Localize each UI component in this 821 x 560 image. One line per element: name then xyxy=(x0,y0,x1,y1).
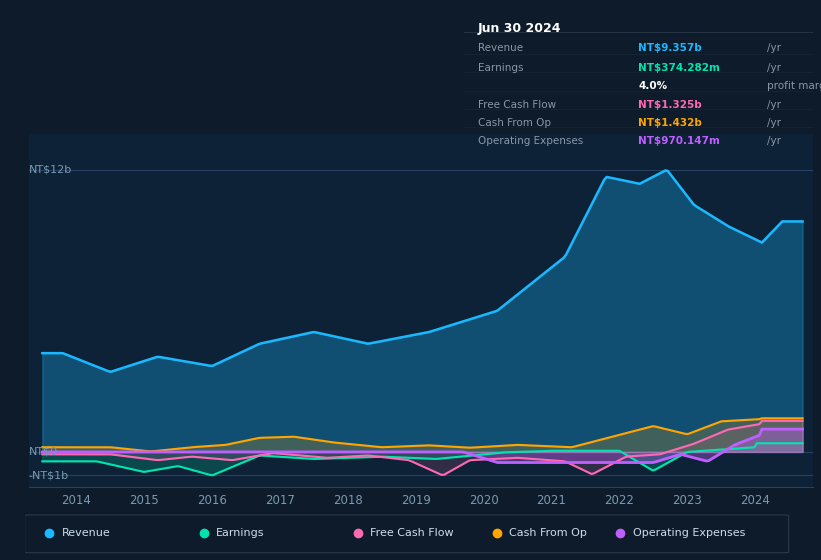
Text: /yr: /yr xyxy=(768,63,782,73)
Text: /yr: /yr xyxy=(768,136,782,146)
Text: Cash From Op: Cash From Op xyxy=(478,118,551,128)
Text: -NT$1b: -NT$1b xyxy=(29,470,69,480)
Text: NT$1.432b: NT$1.432b xyxy=(639,118,702,128)
Text: NT$0: NT$0 xyxy=(29,447,57,457)
Text: profit margin: profit margin xyxy=(768,81,821,91)
Text: NT$9.357b: NT$9.357b xyxy=(639,43,702,53)
Text: Earnings: Earnings xyxy=(216,529,264,538)
Text: Cash From Op: Cash From Op xyxy=(509,529,587,538)
Text: Operating Expenses: Operating Expenses xyxy=(478,136,583,146)
Text: Revenue: Revenue xyxy=(478,43,523,53)
Text: Earnings: Earnings xyxy=(478,63,523,73)
Text: 4.0%: 4.0% xyxy=(639,81,667,91)
Text: /yr: /yr xyxy=(768,100,782,110)
Text: NT$12b: NT$12b xyxy=(29,165,72,175)
Text: Operating Expenses: Operating Expenses xyxy=(633,529,745,538)
Text: Free Cash Flow: Free Cash Flow xyxy=(370,529,454,538)
Text: Jun 30 2024: Jun 30 2024 xyxy=(478,22,562,35)
Text: Revenue: Revenue xyxy=(62,529,110,538)
Text: Free Cash Flow: Free Cash Flow xyxy=(478,100,556,110)
Text: /yr: /yr xyxy=(768,43,782,53)
Text: NT$970.147m: NT$970.147m xyxy=(639,136,720,146)
Text: NT$1.325b: NT$1.325b xyxy=(639,100,702,110)
Text: /yr: /yr xyxy=(768,118,782,128)
Text: NT$374.282m: NT$374.282m xyxy=(639,63,720,73)
